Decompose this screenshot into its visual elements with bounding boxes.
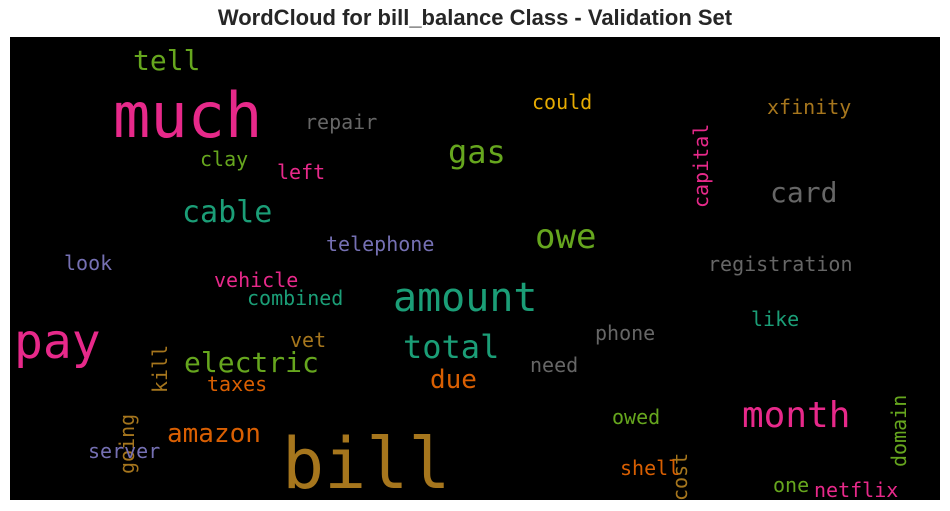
word-total: total [403, 328, 500, 366]
word-owed: owed [612, 405, 661, 429]
word-combined: combined [247, 286, 344, 310]
word-gas: gas [448, 133, 506, 171]
word-could: could [532, 90, 593, 114]
word-server: server [88, 439, 161, 463]
word-amount: amount [393, 275, 538, 321]
wordcloud-canvas: much bill pay amount month owe total cable gas el… [10, 37, 940, 500]
word-clay: clay [200, 147, 249, 171]
word-bill: bill [282, 423, 451, 500]
word-registration: registration [708, 252, 853, 276]
word-taxes: taxes [207, 372, 268, 396]
word-owe: owe [535, 217, 597, 257]
word-left: left [277, 160, 326, 184]
word-electric: electric [184, 346, 319, 379]
word-card: card [770, 176, 838, 209]
word-pay: pay [14, 314, 101, 370]
word-look: look [64, 251, 113, 275]
word-cable: cable [182, 195, 273, 230]
word-much: much [113, 79, 263, 152]
word-due: due [430, 365, 477, 395]
chart-title: WordCloud for bill_balance Class - Valid… [217, 5, 733, 30]
word-telephone: telephone [326, 232, 435, 256]
word-kill: kill [148, 344, 172, 393]
word-tell: tell [133, 44, 201, 77]
word-need: need [530, 353, 579, 377]
word-vehicle: vehicle [214, 268, 299, 292]
word-repair: repair [305, 110, 378, 134]
word-month: month [742, 395, 851, 436]
word-phone: phone [595, 321, 656, 345]
word-xfinity: xfinity [767, 95, 852, 119]
word-capital: capital [689, 123, 713, 208]
word-netflix: netflix [814, 478, 899, 500]
word-vet: vet [290, 328, 327, 352]
word-one: one [773, 473, 810, 497]
word-like: like [751, 307, 800, 331]
word-shell: shell [620, 456, 681, 480]
word-amazon: amazon [167, 419, 261, 449]
word-domain: domain [887, 394, 911, 467]
